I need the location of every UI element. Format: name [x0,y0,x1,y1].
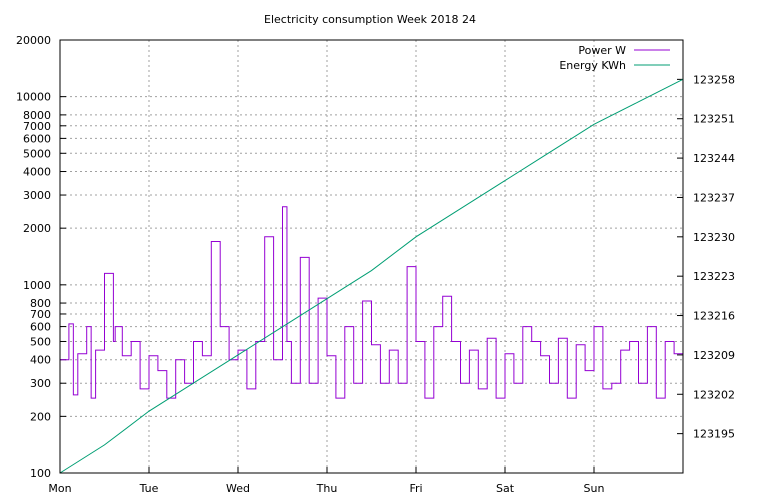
left-tick-label: 100 [30,467,51,480]
series-lines [59,78,684,474]
series-line-power-w [60,206,684,399]
left-tick-label: 4000 [23,166,51,179]
legend-label-power: Power W [578,44,626,57]
left-tick-label: 5000 [23,147,51,160]
left-tick-label: 200 [30,410,51,423]
right-tick-label: 123195 [693,428,735,441]
plot-frame [59,39,684,474]
right-tick-label: 123251 [693,113,735,126]
left-tick-label: 6000 [23,132,51,145]
x-tick-label: Thu [316,482,338,495]
x-tick-label: Fri [409,482,422,495]
left-tick-label: 700 [30,308,51,321]
left-tick-label: 7000 [23,120,51,133]
left-tick-label: 2000 [23,222,51,235]
x-tick-label: Sun [584,482,605,495]
left-tick-label: 20000 [16,34,51,47]
right-tick-label: 123244 [693,152,735,165]
left-tick-label: 600 [30,321,51,334]
left-tick-label: 300 [30,377,51,390]
left-tick-label: 500 [30,335,51,348]
x-tick-label: Mon [48,482,71,495]
right-tick-label: 123230 [693,231,735,244]
right-tick-label: 123209 [693,349,735,362]
chart-title: Electricity consumption Week 2018 24 [264,13,476,26]
x-tick-label: Wed [226,482,250,495]
right-axis: 123195 123202 123209 123216 123223 123230 1232… [677,73,735,441]
x-axis: Mon Tue Wed Thu Fri Sat Sun [48,467,684,495]
x-tick-label: Tue [139,482,159,495]
legend: Power W Energy KWh [559,44,670,72]
left-tick-label: 3000 [23,189,51,202]
x-tick-label: Sat [496,482,515,495]
right-tick-label: 123216 [693,310,735,323]
left-tick-label: 800 [30,297,51,310]
left-tick-label: 1000 [23,279,51,292]
right-tick-label: 123223 [693,270,735,283]
right-tick-label: 123237 [693,191,735,204]
left-tick-label: 8000 [23,109,51,122]
series-line-energy-kwh [59,78,684,474]
legend-label-energy: Energy KWh [559,59,626,72]
right-tick-label: 123202 [693,388,735,401]
left-tick-label: 400 [30,354,51,367]
right-tick-label: 123258 [693,73,735,86]
left-tick-label: 10000 [16,91,51,104]
